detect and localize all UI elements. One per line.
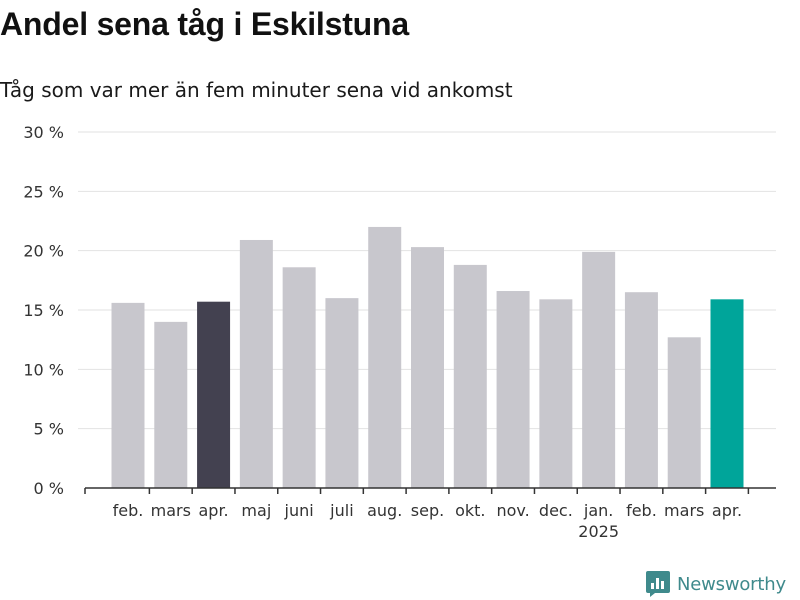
- brand: Newsworthy: [645, 570, 786, 598]
- bar-chart: 0 % 5 % 10 % 15 % 20 % 25 % 30 % feb. mars apr. ma…: [23, 123, 776, 541]
- x-tick-label: apr.: [712, 501, 742, 520]
- x-year-label: 2025: [578, 522, 619, 541]
- bar: [111, 302, 145, 488]
- brand-name: Newsworthy: [677, 573, 786, 595]
- y-tick-label: 30 %: [23, 123, 64, 142]
- newsworthy-logo-icon: [646, 571, 670, 597]
- bar: [411, 247, 444, 488]
- x-tick-label: feb.: [626, 501, 657, 520]
- chart-subtitle: Tåg som var mer än fem minuter sena vid …: [0, 78, 513, 102]
- x-tick-label: mars: [151, 501, 191, 520]
- bar: [197, 301, 231, 488]
- x-tick-label: okt.: [455, 501, 485, 520]
- y-tick-label: 25 %: [23, 182, 64, 201]
- x-tick-label: nov.: [496, 501, 529, 520]
- x-tick-label: sep.: [411, 501, 444, 520]
- x-tick-label: feb.: [113, 501, 144, 520]
- bar: [282, 267, 316, 488]
- y-tick-label: 10 %: [23, 360, 64, 379]
- bar: [239, 239, 273, 488]
- bar: [496, 291, 530, 488]
- x-tick-label: jan.: [583, 501, 613, 520]
- bar: [624, 292, 658, 488]
- bar: [154, 321, 188, 488]
- x-tick-label: apr.: [198, 501, 228, 520]
- x-tick-label: aug.: [367, 501, 402, 520]
- bar: [539, 299, 573, 488]
- x-tick-label: maj: [241, 501, 271, 520]
- bar: [710, 299, 744, 488]
- y-tick-label: 20 %: [23, 242, 64, 261]
- x-tick-label: juni: [284, 501, 314, 520]
- x-tick-label: dec.: [539, 501, 573, 520]
- chart-title: Andel sena tåg i Eskilstuna: [0, 6, 409, 42]
- bar: [667, 337, 701, 488]
- y-tick-label: 15 %: [23, 301, 64, 320]
- y-tick-label: 5 %: [34, 420, 64, 439]
- bar: [453, 264, 487, 488]
- x-tick-label: mars: [664, 501, 704, 520]
- bar: [368, 226, 402, 488]
- bar: [325, 298, 359, 488]
- bar: [582, 251, 616, 488]
- y-tick-label: 0 %: [34, 479, 64, 498]
- x-tick-label: juli: [329, 501, 353, 520]
